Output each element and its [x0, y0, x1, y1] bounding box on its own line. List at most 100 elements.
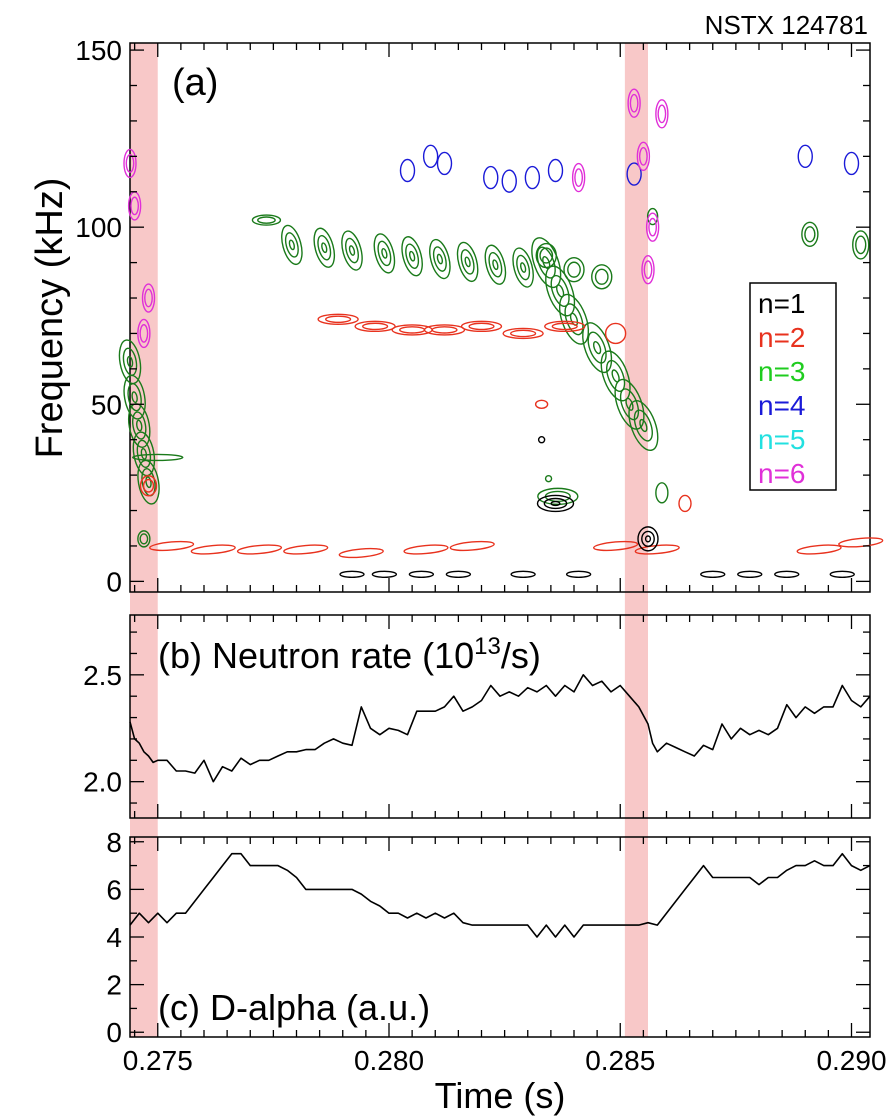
n3-edge-contour [136, 419, 143, 432]
n6-island-contour [641, 254, 655, 285]
n6-island-contour [141, 283, 156, 313]
n3-right-contour [852, 230, 870, 260]
y-tick-label-c: 2 [106, 970, 122, 1001]
n4-island-contour [547, 158, 564, 183]
n3-low-contour [544, 474, 553, 483]
highlight-band-2 [624, 43, 648, 1037]
n6-island-contour [657, 104, 667, 124]
n2-low-contour [796, 544, 842, 555]
n3-chirp-contour [600, 350, 631, 402]
panel-b-label-main: (b) Neutron rate (10 [158, 635, 474, 676]
n3-burst-contour [484, 244, 507, 285]
n3-chirp-contour [531, 237, 562, 289]
n1-floor-contour [445, 570, 472, 578]
y-tick-label-c: 0 [106, 1017, 122, 1048]
n3-burst-contour [488, 251, 503, 278]
line-series [129, 673, 871, 938]
panel-c-label: (c) D-alpha (a.u.) [158, 987, 430, 1028]
neutron-rate-line [129, 673, 871, 783]
n6-island-contour [629, 93, 639, 113]
y-tick-label-c: 8 [106, 827, 122, 858]
n3-edge-contour [132, 411, 147, 440]
n3-chirp-contour [592, 340, 602, 355]
n1-contour [641, 530, 655, 548]
n6-island-contour [574, 168, 584, 187]
n1-contour [537, 435, 546, 444]
n2-low-contour [838, 537, 884, 548]
n1-floor-contour [510, 570, 536, 578]
highlight-bands [130, 43, 648, 1037]
n6-island-contour [137, 318, 151, 349]
n3-burst-contour [381, 248, 388, 259]
shot-label: NSTX 124781 [705, 10, 868, 40]
n3-burst-contour [284, 232, 299, 258]
y-tick-label-a: 100 [75, 212, 122, 243]
n3-edge-contour [123, 374, 146, 420]
n6-island-contour [636, 141, 651, 172]
n4-island-contour [843, 151, 860, 176]
n3-burst-contour [401, 236, 423, 277]
n2-low-contour [283, 544, 329, 555]
n3-low-contour [655, 482, 669, 504]
n3-burst-contour [429, 238, 451, 280]
n3-chirp-contour [567, 261, 581, 278]
legend-n5: n=5 [758, 424, 806, 455]
n3-burst-contour [377, 240, 392, 267]
n3-burst-contour [281, 224, 303, 266]
n2-low-contour [403, 544, 449, 555]
n3-edge-contour [131, 391, 138, 404]
y-tick-label-a: 50 [91, 389, 122, 420]
n3-right-contour [855, 235, 867, 255]
n1-floor-contour [371, 570, 398, 578]
legend-box [749, 282, 837, 491]
n3-edge-contour [137, 530, 151, 548]
n4-island-contour [501, 169, 517, 193]
n3-burst-contour [464, 256, 471, 268]
panel-b-label-sup: 13 [474, 633, 501, 660]
n2-band-contour [325, 315, 352, 324]
n1-contour [644, 535, 652, 543]
n1-floor-contour [700, 570, 726, 578]
n1-floor-contour [829, 570, 855, 578]
n3-burst-contour [341, 230, 363, 271]
legend-n1: n=1 [758, 288, 806, 319]
panel-b-label-end: /s) [501, 635, 541, 676]
n1-contour [536, 494, 575, 513]
n2-band-contour [460, 320, 503, 333]
n3-burst-contour [516, 254, 531, 281]
n2-band-contour [399, 326, 426, 334]
n6-island-contour [144, 288, 153, 308]
n4-island-contour [524, 165, 541, 190]
n2-edge-contour [142, 478, 155, 493]
x-tick-label: 0.275 [123, 1045, 193, 1076]
n3-chirp-contour [582, 322, 613, 374]
n1-contour [543, 497, 568, 510]
y-tick-label-c: 4 [106, 922, 122, 953]
n3-chirp-contour [628, 400, 659, 452]
n6-island-contour [571, 162, 586, 193]
panel-b-label: (b) Neutron rate (1013/s) [158, 633, 541, 676]
n1-floor-contour [565, 570, 592, 578]
n3-burst-contour [408, 250, 416, 262]
n2-band-contour [431, 326, 458, 334]
n2-small-contour [534, 399, 549, 409]
n3-burst-contour [460, 249, 475, 275]
n4-island-contour [399, 158, 416, 183]
n3-chirp-contour [535, 242, 557, 269]
n3-burst-contour [313, 227, 336, 268]
n3-chirp-contour [587, 331, 607, 364]
n3-right-contour [804, 226, 816, 243]
n2-low-contour [593, 540, 639, 552]
n2-band-contour [423, 324, 466, 336]
n6-island-contour [655, 99, 669, 129]
n3-edge-contour [126, 355, 134, 368]
n3-edge-contour [139, 533, 149, 545]
n3-chirp-contour [633, 409, 653, 442]
panel-a-label: (a) [172, 62, 218, 104]
n3-chirp-contour [639, 418, 648, 433]
panel-a-frame [129, 42, 871, 593]
n3-low-contour [537, 487, 579, 506]
n3-chirp-contour [539, 247, 554, 264]
n3-burst-contour [257, 216, 276, 224]
n2-edge-contour [139, 475, 158, 497]
